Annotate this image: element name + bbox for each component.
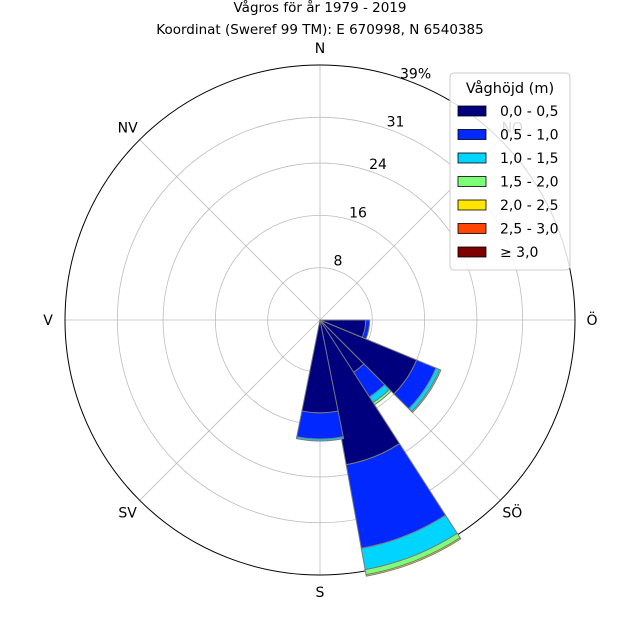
- bar-sector-4-bin-1: [296, 410, 344, 440]
- legend-swatch-3: [457, 176, 487, 187]
- outer-circle: [64, 64, 576, 576]
- legend-swatch-0: [457, 105, 487, 117]
- chart-title: Vågros för år 1979 - 2019: [233, 0, 406, 16]
- direction-label-nv: NV: [118, 121, 138, 137]
- direction-label-sv: SV: [118, 505, 137, 521]
- direction-label-s: S: [316, 585, 325, 601]
- rose-bars: [295, 319, 462, 577]
- legend: Våghöjd (m) 0,0 - 0,5 0,5 - 1,0 1,0 - 1,5 1…: [449, 72, 571, 271]
- legend-swatch-1: [457, 129, 487, 140]
- bar-sector-1-bin-3: [410, 368, 442, 414]
- legend-swatch-6: [457, 246, 487, 258]
- bar-sector-3-bin-4: [365, 537, 462, 577]
- legend-title: Våghöjd (m): [466, 80, 554, 97]
- bar-sector-4-bin-2: [295, 436, 345, 442]
- ring-label-5: 39%: [400, 66, 431, 82]
- legend-label-6: ≥ 3,0: [500, 245, 538, 261]
- legend-items: 0,0 - 0,5 0,5 - 1,0 1,0 - 1,5 1,5 - 2,0 2,0 …: [457, 104, 558, 261]
- ring-label-2: 16: [349, 205, 367, 221]
- grid-spoke-5: [139, 319, 321, 501]
- legend-label-1: 0,5 - 1,0: [500, 128, 558, 144]
- ring-label-1: 8: [334, 254, 343, 270]
- ring-label-3: 24: [369, 157, 387, 173]
- legend-label-5: 2,5 - 3,0: [500, 222, 558, 238]
- legend-swatch-2: [457, 152, 487, 164]
- legend-label-0: 0,0 - 0,5: [500, 104, 558, 120]
- chart-subtitle: Koordinat (Sweref 99 TM): E 670998, N 65…: [156, 22, 483, 38]
- legend-label-3: 1,5 - 2,0: [500, 175, 558, 191]
- direction-label-n: N: [315, 41, 325, 57]
- polar-grid: [64, 64, 576, 576]
- legend-frame: [449, 72, 571, 271]
- direction-label-v: V: [43, 313, 53, 329]
- legend-swatch-4: [457, 199, 487, 211]
- grid-spoke-7: [139, 139, 321, 321]
- legend-label-4: 2,0 - 2,5: [500, 198, 558, 214]
- ring-label-4: 31: [387, 115, 405, 131]
- direction-label-sö: SÖ: [502, 503, 522, 521]
- legend-label-2: 1,0 - 1,5: [500, 151, 558, 167]
- legend-swatch-5: [457, 223, 487, 234]
- direction-label-ö: Ö: [586, 311, 597, 329]
